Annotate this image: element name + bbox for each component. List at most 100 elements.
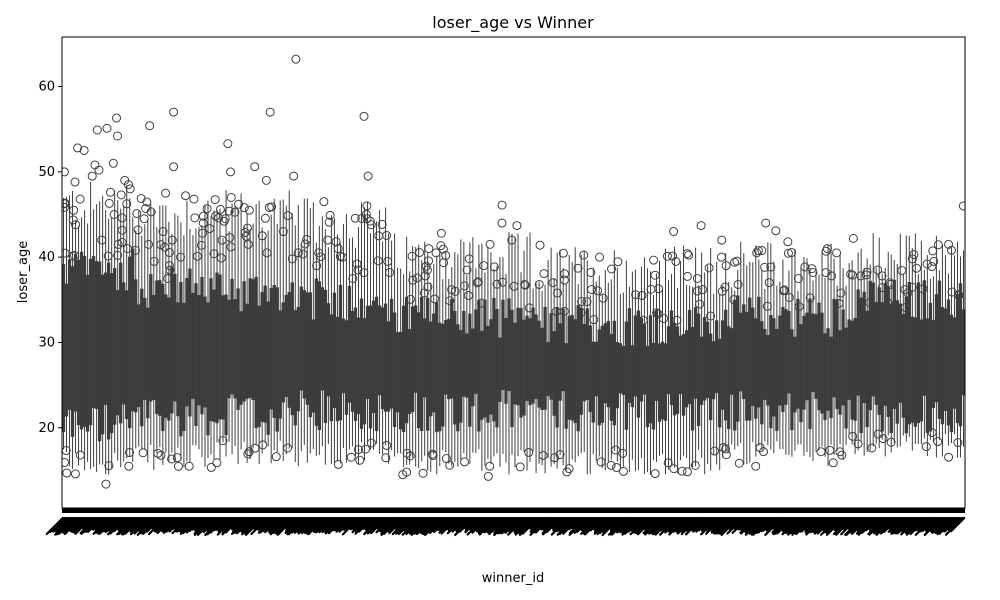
box	[961, 309, 965, 396]
outlier-point	[682, 271, 692, 281]
outlier-point	[861, 270, 871, 280]
box	[534, 314, 538, 400]
outlier-point	[535, 240, 545, 250]
box	[739, 312, 743, 392]
outlier-point	[598, 293, 608, 303]
outlier-point	[163, 273, 173, 283]
box	[829, 336, 833, 419]
outlier-point	[69, 205, 79, 215]
outlier-point	[918, 284, 928, 294]
outlier-point	[287, 254, 297, 264]
outlier-point	[363, 171, 373, 181]
box	[420, 296, 424, 432]
box	[206, 302, 210, 436]
y-tick-label: 50	[38, 165, 55, 180]
outlier-point	[324, 217, 334, 227]
box	[311, 319, 315, 413]
outlier-point	[420, 271, 430, 281]
outlier-point	[562, 467, 572, 477]
outlier-point	[366, 438, 376, 448]
outlier-point	[690, 460, 700, 470]
outlier-point	[258, 440, 268, 450]
box	[913, 317, 917, 427]
outlier-point	[117, 213, 127, 223]
outlier-point	[331, 237, 341, 247]
outlier-point	[202, 204, 212, 214]
box	[356, 317, 361, 415]
outlier-point	[878, 434, 888, 444]
outlier-point	[190, 213, 200, 223]
outlier-point	[181, 191, 191, 201]
outlier-point	[897, 265, 907, 275]
box	[715, 320, 719, 394]
box	[236, 288, 240, 410]
outlier-point	[73, 143, 83, 153]
box	[558, 323, 562, 401]
box	[401, 305, 406, 433]
outlier-point	[704, 263, 714, 273]
box	[636, 310, 641, 418]
box	[308, 292, 312, 418]
outlier-point	[867, 443, 877, 453]
outlier-point	[412, 273, 422, 283]
outlier-point	[243, 239, 253, 249]
box	[468, 313, 472, 427]
outlier-point	[473, 277, 483, 287]
outlier-point	[638, 315, 648, 325]
outlier-point	[548, 278, 558, 288]
box	[564, 343, 568, 429]
outlier-point	[167, 235, 177, 245]
outlier-point	[217, 235, 227, 245]
outlier-point	[94, 165, 104, 175]
box	[754, 318, 758, 419]
box	[588, 325, 592, 413]
box	[320, 287, 325, 391]
outlier-point	[421, 261, 431, 271]
outlier-point	[145, 121, 155, 131]
box	[742, 304, 746, 399]
outlier-point	[877, 283, 887, 293]
box	[892, 279, 896, 409]
outlier-point	[595, 252, 605, 262]
outlier-point	[944, 239, 954, 249]
box	[546, 341, 550, 397]
outlier-point	[663, 458, 673, 468]
box	[88, 258, 93, 426]
box	[224, 294, 228, 436]
box	[847, 319, 851, 400]
box	[450, 299, 454, 399]
outlier-point	[374, 231, 384, 241]
outlier-point	[903, 288, 913, 298]
box	[146, 307, 150, 419]
box	[778, 315, 782, 406]
box	[531, 307, 535, 404]
outlier-point	[912, 263, 922, 273]
outlier-point	[220, 214, 230, 224]
box	[612, 320, 616, 426]
outlier-point	[710, 446, 720, 456]
y-tick-label: 60	[38, 79, 55, 94]
box	[907, 282, 911, 425]
outlier-point	[125, 184, 135, 194]
outlier-point	[751, 461, 761, 471]
outlier-point	[582, 297, 592, 307]
box	[934, 294, 939, 403]
box	[624, 321, 629, 430]
box	[284, 294, 288, 397]
outlier-point	[353, 265, 363, 275]
box	[489, 319, 493, 415]
box	[832, 298, 836, 398]
outlier-point	[459, 281, 469, 291]
outlier-point	[422, 265, 432, 275]
outlier-point	[698, 285, 708, 295]
box	[525, 315, 529, 402]
outlier-point	[836, 288, 846, 298]
outlier-point	[907, 282, 917, 292]
outlier-point	[250, 443, 260, 453]
box	[802, 315, 806, 410]
box	[615, 342, 619, 409]
box	[949, 314, 954, 433]
outlier-point	[794, 302, 804, 312]
box	[242, 281, 246, 402]
outlier-point	[954, 290, 964, 300]
